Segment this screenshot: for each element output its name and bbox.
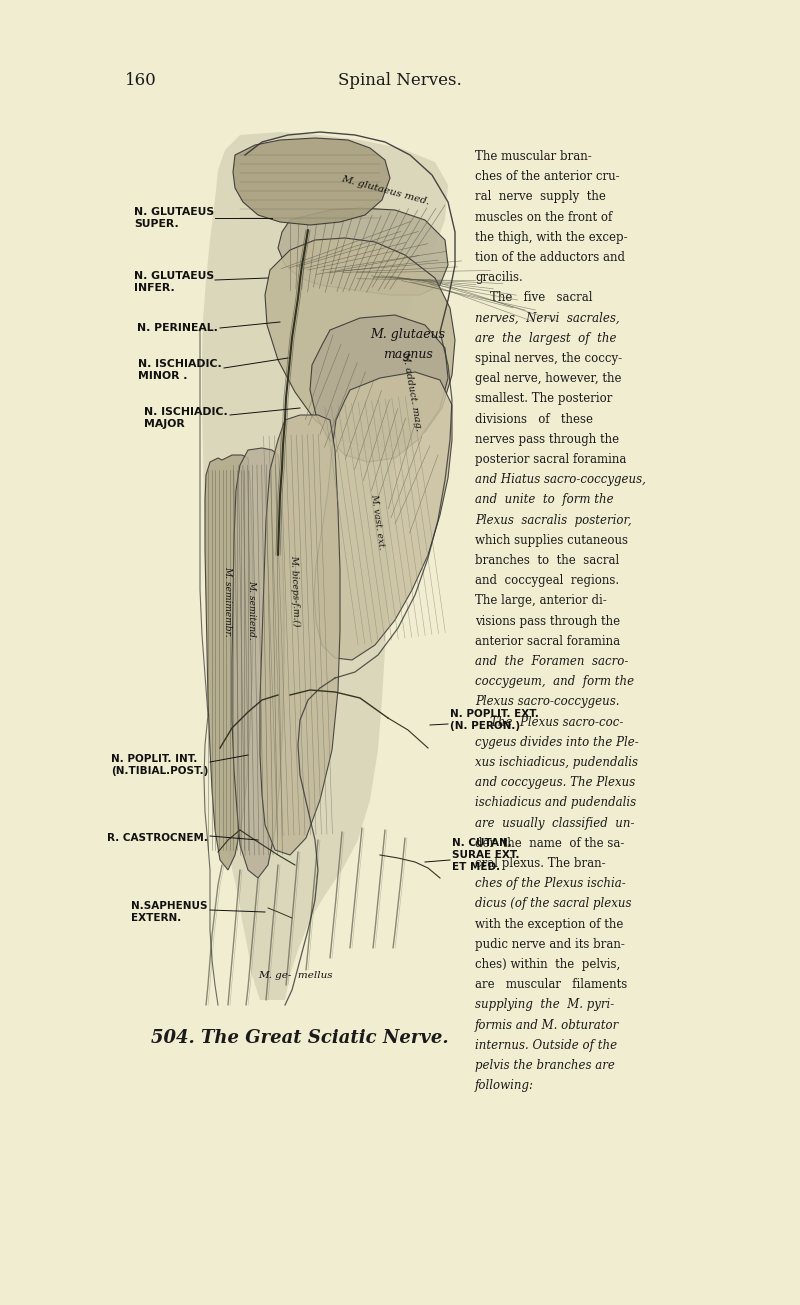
Text: N. CUTAN.
SURAE EXT.
ET MED.: N. CUTAN. SURAE EXT. ET MED. — [452, 838, 519, 872]
Text: and  coccygeal  regions.: and coccygeal regions. — [475, 574, 619, 587]
Text: N. GLUTAEUS
INFER.: N. GLUTAEUS INFER. — [134, 271, 214, 292]
Text: xus ischiadicus, pudendalis: xus ischiadicus, pudendalis — [475, 756, 638, 769]
Text: The   five   sacral: The five sacral — [475, 291, 593, 304]
Text: cygeus divides into the Ple-: cygeus divides into the Ple- — [475, 736, 638, 749]
Text: The muscular bran-: The muscular bran- — [475, 150, 592, 163]
Polygon shape — [233, 138, 390, 224]
Polygon shape — [260, 415, 340, 855]
Text: magnus: magnus — [383, 348, 433, 361]
Text: and coccygeus. The Plexus: and coccygeus. The Plexus — [475, 776, 635, 790]
Text: N. ISCHIADIC.
MINOR .: N. ISCHIADIC. MINOR . — [138, 359, 222, 381]
Text: ral  nerve  supply  the: ral nerve supply the — [475, 191, 606, 204]
Text: M. glutaeus med.: M. glutaeus med. — [340, 175, 430, 207]
Text: M. glutaeus: M. glutaeus — [370, 328, 446, 341]
Text: with the exception of the: with the exception of the — [475, 917, 623, 930]
Text: Plexus  sacralis  posterior,: Plexus sacralis posterior, — [475, 514, 632, 527]
Text: Spinal Nerves.: Spinal Nerves. — [338, 72, 462, 89]
Text: pelvis the branches are: pelvis the branches are — [475, 1058, 615, 1071]
Text: nerves,  Nervi  sacrales,: nerves, Nervi sacrales, — [475, 312, 620, 325]
Text: geal nerve, however, the: geal nerve, however, the — [475, 372, 622, 385]
Text: der  the  name  of the sa-: der the name of the sa- — [475, 837, 624, 850]
Polygon shape — [202, 132, 448, 1000]
Text: The large, anterior di-: The large, anterior di- — [475, 594, 606, 607]
Text: smallest. The posterior: smallest. The posterior — [475, 393, 612, 406]
Text: internus. Outside of the: internus. Outside of the — [475, 1039, 617, 1052]
Text: divisions   of   these: divisions of these — [475, 412, 593, 425]
Polygon shape — [232, 448, 284, 878]
Text: N. ISCHIADIC.
MAJOR: N. ISCHIADIC. MAJOR — [144, 407, 228, 429]
Text: R. CASTROCNEM.: R. CASTROCNEM. — [107, 833, 208, 843]
Text: and  unite  to  form the: and unite to form the — [475, 493, 614, 506]
Text: are  the  largest  of  the: are the largest of the — [475, 331, 617, 345]
Text: ches) within  the  pelvis,: ches) within the pelvis, — [475, 958, 620, 971]
Text: dicus (of the sacral plexus: dicus (of the sacral plexus — [475, 898, 631, 911]
Text: N. PERINEAL.: N. PERINEAL. — [137, 324, 218, 333]
Text: 160: 160 — [125, 72, 157, 89]
Text: N. POPLIT. INT.
(N.TIBIAL.POST.): N. POPLIT. INT. (N.TIBIAL.POST.) — [110, 754, 208, 775]
Text: posterior sacral foramina: posterior sacral foramina — [475, 453, 626, 466]
Text: muscles on the front of: muscles on the front of — [475, 210, 612, 223]
Text: ischiadicus and pudendalis: ischiadicus and pudendalis — [475, 796, 636, 809]
Text: are   muscular   filaments: are muscular filaments — [475, 979, 627, 992]
Text: cral plexus. The bran-: cral plexus. The bran- — [475, 857, 606, 870]
Text: Plexus sacro-coccygeus.: Plexus sacro-coccygeus. — [475, 696, 619, 709]
Text: formis and M. obturator: formis and M. obturator — [475, 1019, 619, 1031]
Text: M. semimembr.: M. semimembr. — [223, 566, 233, 637]
Text: following:: following: — [475, 1079, 534, 1092]
Text: and  the  Foramen  sacro-: and the Foramen sacro- — [475, 655, 628, 668]
Text: spinal nerves, the coccy-: spinal nerves, the coccy- — [475, 352, 622, 365]
Text: N. POPLIT. EXT.
(N. PERON.): N. POPLIT. EXT. (N. PERON.) — [450, 709, 539, 731]
Text: N.SAPHENUS
EXTERN.: N.SAPHENUS EXTERN. — [131, 902, 208, 923]
Text: 504. The Great Sciatic Nerve.: 504. The Great Sciatic Nerve. — [151, 1030, 449, 1047]
Text: M. vast. ext.: M. vast. ext. — [370, 493, 386, 549]
Text: ches of the anterior cru-: ches of the anterior cru- — [475, 170, 620, 183]
Text: anterior sacral foramina: anterior sacral foramina — [475, 634, 620, 647]
Text: tion of the adductors and: tion of the adductors and — [475, 251, 625, 264]
Text: gracilis.: gracilis. — [475, 271, 522, 284]
Polygon shape — [314, 372, 452, 660]
Text: are  usually  classified  un-: are usually classified un- — [475, 817, 634, 830]
Text: M. biceps-f.m.(): M. biceps-f.m.() — [289, 555, 301, 626]
Text: and Hiatus sacro-coccygeus,: and Hiatus sacro-coccygeus, — [475, 474, 646, 487]
Text: the thigh, with the excep-: the thigh, with the excep- — [475, 231, 628, 244]
Polygon shape — [205, 455, 253, 870]
Polygon shape — [310, 315, 448, 462]
Text: M. adduct. mag.: M. adduct. mag. — [401, 351, 423, 432]
Text: visions pass through the: visions pass through the — [475, 615, 620, 628]
Text: N. GLUTAEUS
SUPER.: N. GLUTAEUS SUPER. — [134, 207, 214, 228]
Text: M. semitend.: M. semitend. — [247, 581, 257, 639]
Text: ches of the Plexus ischia-: ches of the Plexus ischia- — [475, 877, 626, 890]
Polygon shape — [265, 238, 455, 448]
Text: nerves pass through the: nerves pass through the — [475, 433, 619, 446]
Text: branches  to  the  sacral: branches to the sacral — [475, 555, 619, 566]
Text: pudic nerve and its bran-: pudic nerve and its bran- — [475, 938, 625, 951]
Text: coccygeum,  and  form the: coccygeum, and form the — [475, 675, 634, 688]
Polygon shape — [278, 207, 448, 295]
Text: The  Plexus sacro-coc-: The Plexus sacro-coc- — [475, 715, 623, 728]
Text: supplying  the  M. pyri-: supplying the M. pyri- — [475, 998, 614, 1011]
Text: M. ge-  mellus: M. ge- mellus — [258, 971, 332, 980]
Text: which supplies cutaneous: which supplies cutaneous — [475, 534, 628, 547]
